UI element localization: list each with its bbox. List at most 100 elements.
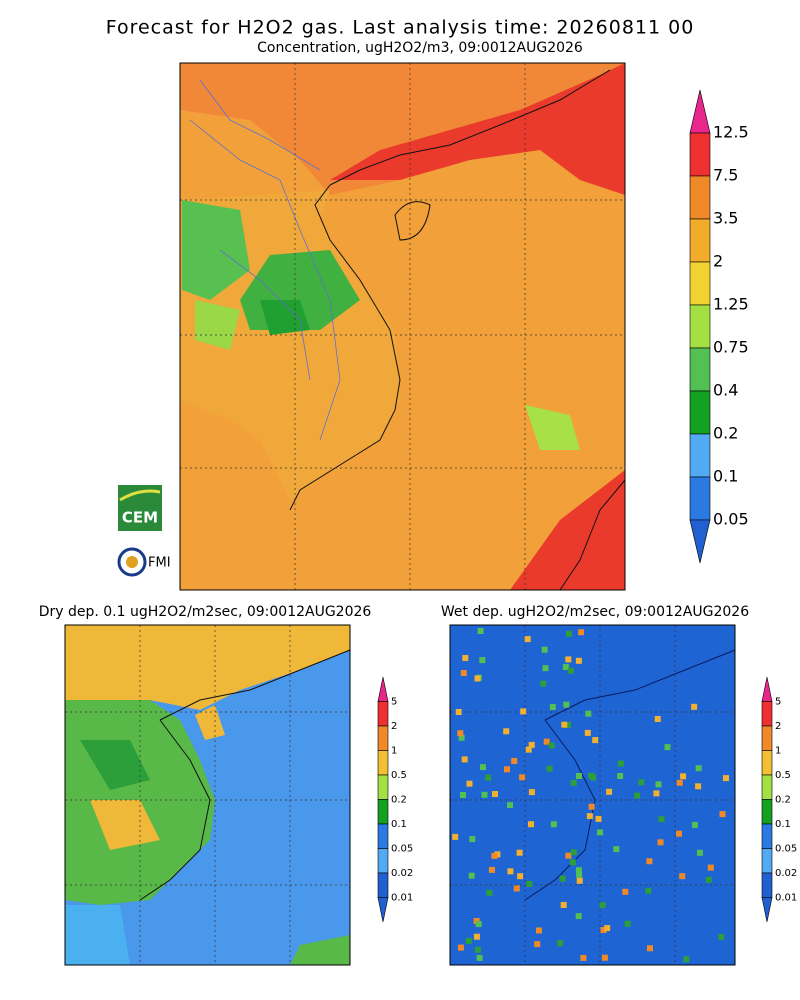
colorbar-label: 3.5: [713, 209, 738, 228]
speckle: [461, 756, 468, 763]
speckle: [695, 765, 702, 772]
colorbar-bottom: [689, 519, 711, 564]
colorbar-label: 12.5: [713, 123, 749, 142]
colorbar-label: 0.1: [775, 819, 791, 830]
speckle: [599, 902, 606, 909]
speckle: [695, 783, 702, 790]
colorbar-label: 0.5: [775, 770, 791, 781]
speckle: [569, 859, 576, 866]
colorbar-label: 5: [775, 697, 781, 708]
wet-frame: [449, 624, 736, 966]
speckle: [570, 779, 577, 786]
colorbar-cell: [377, 774, 389, 800]
speckle: [592, 737, 599, 744]
colorbar-cell: [689, 304, 711, 349]
speckle: [566, 630, 572, 637]
speckle: [559, 875, 566, 882]
colorbar-label: 0.05: [391, 844, 413, 855]
speckle: [647, 945, 653, 952]
speckle: [466, 780, 473, 787]
colorbar-label: 2: [391, 721, 397, 732]
speckle: [488, 866, 495, 873]
colorbar-cell: [377, 823, 389, 849]
speckle: [575, 657, 582, 664]
colorbar-cell: [689, 433, 711, 478]
colorbar-label: 0.4: [713, 381, 738, 400]
wet-title: Wet dep. ugH2O2/m2sec, 09:0012AUG2026: [441, 604, 749, 620]
speckle: [575, 867, 582, 874]
speckle: [657, 839, 664, 846]
colorbar-label: 0.2: [713, 424, 738, 443]
colorbar-top: [689, 89, 711, 134]
speckle: [476, 954, 483, 961]
speckle: [705, 876, 712, 883]
speckle: [595, 815, 602, 822]
colorbar-cell: [689, 132, 711, 177]
page-title: Forecast for H2O2 gas. Last analysis tim…: [106, 17, 695, 39]
speckle: [576, 877, 583, 884]
speckle: [485, 774, 492, 781]
dry-map: [64, 624, 351, 966]
speckle: [503, 728, 510, 735]
colorbar-cell: [689, 390, 711, 435]
speckle: [565, 656, 572, 663]
colorbar-label: 2: [713, 252, 723, 271]
speckle: [680, 773, 687, 780]
speckle: [707, 864, 714, 871]
colorbar-label: 0.05: [775, 844, 797, 855]
speckle: [563, 701, 570, 708]
speckle: [541, 646, 548, 653]
speckle: [645, 887, 652, 894]
speckle: [696, 849, 703, 856]
colorbar-top: [761, 676, 773, 702]
speckle: [504, 766, 510, 773]
speckle: [613, 846, 620, 853]
speckle: [526, 881, 533, 887]
speckle: [624, 920, 631, 927]
colorbar-label: 0.2: [775, 795, 791, 806]
speckle: [457, 730, 464, 737]
colorbar-label: 2: [775, 721, 781, 732]
speckle: [617, 760, 624, 767]
speckle: [480, 764, 486, 771]
colorbar-bottom: [377, 897, 389, 923]
speckle: [617, 773, 624, 779]
speckle: [638, 779, 645, 786]
speckle: [691, 703, 698, 710]
colorbar-label: 1: [775, 746, 781, 757]
speckle: [546, 765, 553, 772]
colorbar-top: [377, 676, 389, 702]
colorbar-cell: [377, 750, 389, 776]
speckle: [474, 675, 481, 682]
speckle: [718, 933, 725, 940]
colorbar-label: 0.1: [391, 819, 407, 830]
speckle: [468, 872, 475, 879]
colorbar-label: 0.02: [391, 868, 413, 879]
colorbar-cell: [761, 872, 773, 898]
speckle: [676, 830, 682, 837]
colorbar-cell: [377, 848, 389, 874]
colorbar-cell: [377, 701, 389, 727]
speckle: [516, 849, 523, 856]
speckle: [557, 940, 564, 947]
speckle: [683, 956, 690, 963]
colorbar-label: 1.25: [713, 295, 749, 314]
speckle: [601, 954, 608, 961]
colorbar-label: 1: [391, 746, 397, 757]
speckle: [590, 774, 597, 781]
speckle: [525, 746, 532, 753]
speckle: [455, 709, 462, 715]
speckle: [567, 667, 574, 674]
speckle: [460, 792, 466, 798]
speckle: [528, 789, 535, 796]
colorbar-cell: [761, 823, 773, 849]
speckle: [520, 708, 527, 715]
speckle: [491, 852, 498, 859]
colorbar-bottom: [761, 897, 773, 923]
speckle: [549, 704, 556, 710]
speckle: [519, 774, 526, 781]
colorbar-label: 5: [391, 697, 397, 708]
speckle: [719, 811, 726, 818]
speckle: [528, 821, 534, 828]
speckle: [576, 773, 582, 779]
